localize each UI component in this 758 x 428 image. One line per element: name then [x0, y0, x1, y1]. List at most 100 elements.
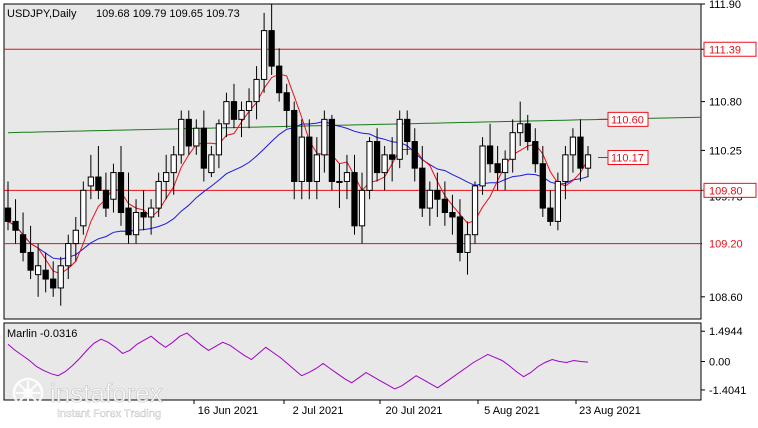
candle-body [140, 212, 147, 218]
candle-body [200, 127, 207, 169]
candle-body [117, 172, 125, 214]
candle-body [464, 234, 471, 253]
candle-body [479, 145, 486, 187]
annotation-box [607, 111, 649, 127]
candle-body [283, 92, 290, 111]
candle-body [147, 207, 155, 218]
candle-body [494, 163, 501, 174]
candle-body [419, 167, 426, 209]
ma-blue-line [7, 120, 589, 260]
x-tick-label: 20 Jul 2021 [386, 405, 443, 417]
indicator-tick-label: 1.4944 [709, 326, 743, 338]
candle-body [178, 118, 185, 156]
candle-body [238, 109, 245, 120]
candle-body [193, 127, 200, 147]
candle-body [80, 189, 87, 227]
x-tick-label: 2 Jul 2021 [293, 405, 344, 417]
annotation-label: 110.60 [611, 114, 644, 126]
candle-body [42, 269, 49, 280]
candle-body [396, 118, 403, 160]
candle-body [313, 154, 320, 182]
candle-body [562, 154, 569, 182]
watermark: instaforex Instant Forex Trading [12, 377, 163, 420]
candle-body [215, 123, 223, 156]
candle-body [27, 251, 34, 271]
annotation-box [607, 150, 649, 166]
candle-body [336, 180, 343, 183]
x-tick-label: 5 Aug 2021 [484, 405, 540, 417]
watermark-brand: instaforex [50, 378, 163, 408]
candle-body [125, 207, 132, 236]
candle-body [57, 265, 64, 289]
candle-body [328, 118, 336, 182]
candle-body [291, 109, 298, 182]
candle-body [471, 185, 479, 236]
y-tick-label: 111.90 [709, 0, 741, 11]
candle-body [569, 136, 577, 156]
indicator-name: Marlin -0.0316 [7, 328, 77, 340]
candle-body [163, 172, 170, 182]
candle-body [381, 154, 388, 174]
candle-body [351, 172, 358, 227]
watermark-tagline: Instant Forex Trading [57, 408, 161, 420]
candle-body [358, 189, 366, 227]
candle-body [486, 145, 494, 165]
candle-body [245, 101, 253, 111]
candle-body [185, 118, 192, 147]
level-tag [702, 236, 754, 251]
x-tick-label: 23 Aug 2021 [579, 405, 641, 417]
level-label: 109.80 [709, 185, 743, 197]
candle-body [208, 154, 215, 174]
time-axis: 16 Jun 2021 2 Jul 2021 20 Jul 2021 5 Aug 20… [193, 400, 641, 417]
candle-body [524, 123, 531, 143]
candle-body [223, 101, 230, 125]
candle-body [298, 136, 305, 182]
candle-body [260, 30, 268, 80]
candle-body [411, 141, 418, 169]
candle-body [110, 172, 117, 200]
candle-body [4, 207, 12, 222]
indicator-tick-label: -1.4041 [709, 385, 746, 397]
candle-body [426, 189, 433, 209]
candle-body [366, 141, 373, 191]
annotations: 110.60 110.17 [598, 111, 649, 166]
candle-body [306, 136, 313, 182]
indicator-tick-label: 0.00 [709, 357, 730, 369]
chart-ohlc: 109.68 109.79 109.65 109.73 [96, 8, 240, 20]
level-box [703, 41, 757, 57]
candle-body [502, 158, 509, 174]
candle-body [155, 180, 162, 209]
candle-body [12, 220, 19, 231]
candle-body [268, 30, 275, 67]
level-label: 111.39 [709, 44, 741, 56]
candle-body [276, 65, 283, 94]
annotation-label: 110.17 [611, 153, 644, 165]
marlin-line [7, 332, 589, 390]
indicator-axis: 1.4944 0.00 -1.4041 [701, 326, 746, 397]
candle-body [554, 180, 562, 222]
candle-body [456, 216, 464, 253]
candle-body [95, 176, 102, 191]
candle-body [532, 141, 539, 165]
candle-body [577, 136, 584, 169]
candle-body [87, 176, 94, 187]
candle-body [170, 154, 177, 174]
candle-body [441, 198, 449, 214]
candle-body [343, 172, 351, 182]
price-axis: 111.90 111.39 110.80 110.25 109.80 109.20 108.… [701, 0, 757, 304]
candle-body [321, 118, 328, 156]
candle-body [389, 154, 396, 160]
candle-body [584, 154, 592, 169]
candle-body [517, 123, 524, 134]
y-tick-label: 108.60 [709, 292, 743, 304]
instaforex-logo-icon [12, 377, 44, 409]
candle-body [72, 229, 79, 245]
level-box [703, 182, 757, 198]
candle-body [449, 212, 456, 218]
candle-body [404, 118, 411, 143]
candle-body [50, 278, 57, 289]
level-label: 109.20 [709, 239, 743, 251]
candle-body [19, 234, 27, 253]
